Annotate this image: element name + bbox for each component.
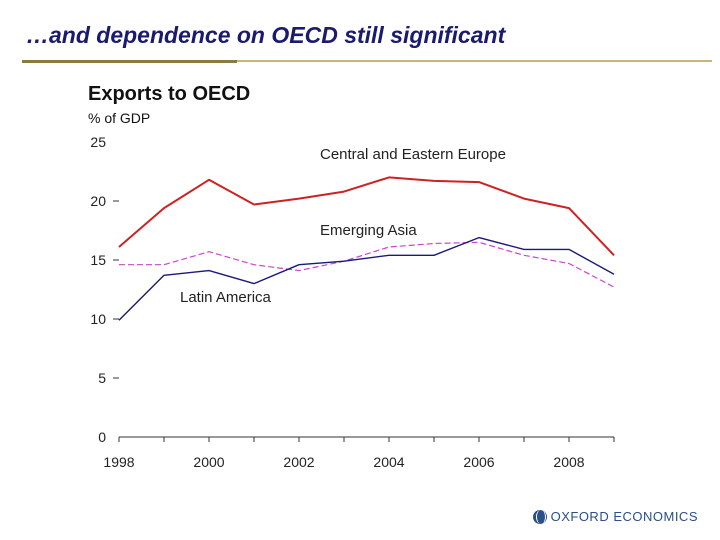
x-tick-label: 1998 bbox=[103, 454, 134, 470]
x-tick-label: 2000 bbox=[193, 454, 224, 470]
x-tick-label: 2002 bbox=[283, 454, 314, 470]
series-line-cee bbox=[118, 176, 615, 256]
logo-text: OXFORD ECONOMICS bbox=[550, 509, 698, 524]
y-tick-label: 5 bbox=[98, 370, 106, 386]
oxford-economics-logo: OXFORD ECONOMICS bbox=[532, 509, 698, 524]
y-tick-label: 0 bbox=[98, 429, 106, 445]
series-label-latin-america: Latin America bbox=[180, 289, 272, 306]
y-tick-label: 15 bbox=[90, 252, 106, 268]
series-line-latin-america bbox=[118, 236, 615, 321]
title-divider-accent bbox=[22, 60, 237, 63]
slide-title: …and dependence on OECD still significan… bbox=[26, 22, 506, 48]
globe-icon bbox=[532, 509, 547, 524]
series-label-emerging-asia: Emerging Asia bbox=[320, 222, 417, 239]
title-divider bbox=[22, 60, 712, 62]
series-label-cee: Central and Eastern Europe bbox=[320, 146, 506, 163]
y-tick-label: 20 bbox=[90, 193, 106, 209]
chart-title: Exports to OECD bbox=[88, 83, 250, 105]
y-tick-label: 25 bbox=[90, 134, 106, 150]
x-tick-label: 2004 bbox=[373, 454, 404, 470]
y-tick-label: 10 bbox=[90, 311, 106, 327]
x-tick-label: 2006 bbox=[463, 454, 494, 470]
series-line-emerging-asia bbox=[119, 241, 615, 288]
y-axis-label: % of GDP bbox=[88, 110, 150, 126]
x-tick-label: 2008 bbox=[553, 454, 584, 470]
